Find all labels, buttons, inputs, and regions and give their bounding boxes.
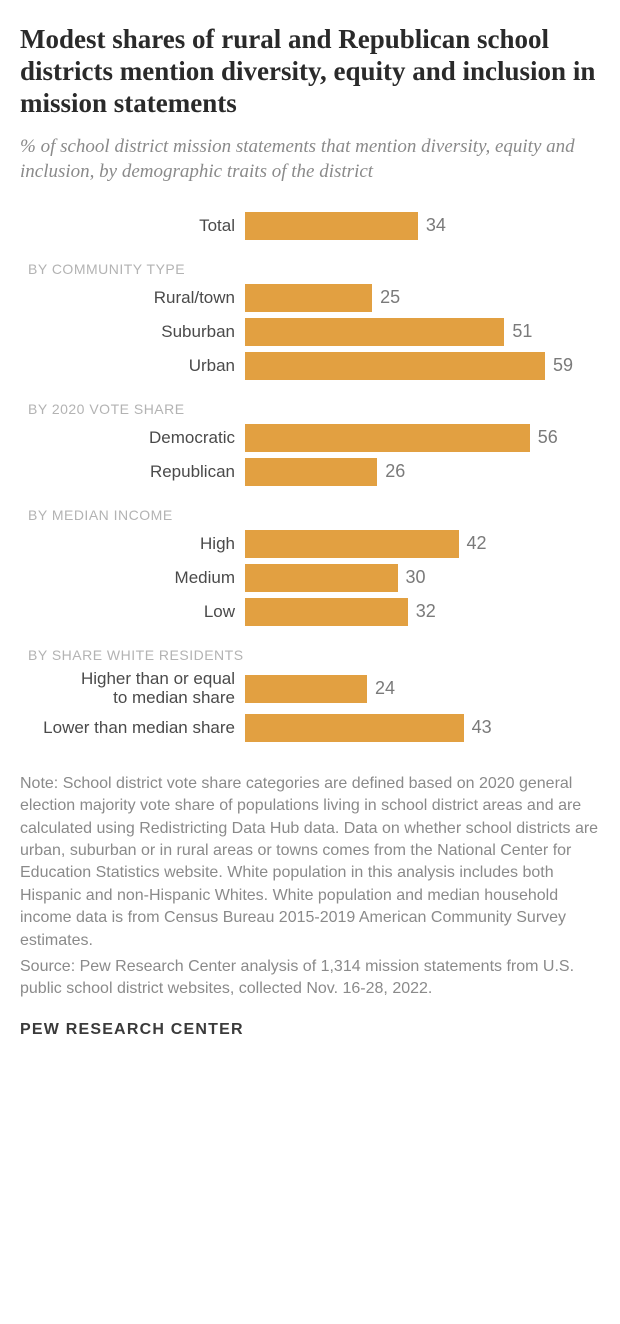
bar-row: Urban 59 xyxy=(20,349,600,383)
attribution: PEW RESEARCH CENTER xyxy=(20,1021,600,1039)
bar-label: Lower than median share xyxy=(20,719,245,738)
group-header: BY 2020 VOTE SHARE xyxy=(20,387,600,421)
bar-label: Rural/town xyxy=(20,289,245,308)
bar-area: 34 xyxy=(245,212,600,240)
bar-chart: Total 34 BY COMMUNITY TYPE Rural/town 25 Subu… xyxy=(20,209,600,745)
bar-row: Rural/town 25 xyxy=(20,281,600,315)
group-header: BY MEDIAN INCOME xyxy=(20,493,600,527)
bar-label: Republican xyxy=(20,463,245,482)
bar xyxy=(245,564,398,592)
bar-row: Higher than or equal to median share 24 xyxy=(20,667,600,711)
bar-value: 43 xyxy=(472,717,492,738)
bar-label: Democratic xyxy=(20,429,245,448)
bar-label: Suburban xyxy=(20,323,245,342)
bar-value: 26 xyxy=(385,461,405,482)
group-label: BY SHARE WHITE RESIDENTS xyxy=(20,647,245,663)
group-label: BY COMMUNITY TYPE xyxy=(20,261,245,277)
bar-area: 24 xyxy=(245,675,600,703)
bar-row: Suburban 51 xyxy=(20,315,600,349)
group-label: BY 2020 VOTE SHARE xyxy=(20,401,245,417)
bar-label: Higher than or equal to median share xyxy=(20,670,245,707)
bar-label: Low xyxy=(20,603,245,622)
bar xyxy=(245,318,504,346)
bar-value: 30 xyxy=(406,567,426,588)
group-header: BY COMMUNITY TYPE xyxy=(20,247,600,281)
bar-area: 26 xyxy=(245,458,600,486)
bar-value: 56 xyxy=(538,427,558,448)
bar-area: 59 xyxy=(245,352,600,380)
bar-value: 34 xyxy=(426,215,446,236)
bar xyxy=(245,675,367,703)
chart-source: Source: Pew Research Center analysis of … xyxy=(20,956,600,1001)
bar-area: 43 xyxy=(245,714,600,742)
bar-row: Democratic 56 xyxy=(20,421,600,455)
bar xyxy=(245,458,377,486)
bar-value: 32 xyxy=(416,601,436,622)
chart-subtitle: % of school district mission statements … xyxy=(20,134,600,185)
bar-area: 56 xyxy=(245,424,600,452)
bar-label: Urban xyxy=(20,357,245,376)
bar xyxy=(245,424,530,452)
bar-value: 51 xyxy=(512,321,532,342)
group-header: BY SHARE WHITE RESIDENTS xyxy=(20,633,600,667)
bar-label: High xyxy=(20,535,245,554)
bar-row: Medium 30 xyxy=(20,561,600,595)
bar xyxy=(245,530,459,558)
group-label: BY MEDIAN INCOME xyxy=(20,507,245,523)
bar-area: 30 xyxy=(245,564,600,592)
bar-area: 25 xyxy=(245,284,600,312)
bar-area: 32 xyxy=(245,598,600,626)
bar xyxy=(245,284,372,312)
bar-label: Total xyxy=(20,217,245,236)
bar-label: Medium xyxy=(20,569,245,588)
bar-row: Republican 26 xyxy=(20,455,600,489)
bar-row: High 42 xyxy=(20,527,600,561)
chart-note: Note: School district vote share categor… xyxy=(20,773,600,952)
bar-value: 25 xyxy=(380,287,400,308)
bar-area: 51 xyxy=(245,318,600,346)
bar-row: Total 34 xyxy=(20,209,600,243)
bar-row: Low 32 xyxy=(20,595,600,629)
bar-value: 42 xyxy=(467,533,487,554)
chart-title: Modest shares of rural and Republican sc… xyxy=(20,24,600,120)
bar-row: Lower than median share 43 xyxy=(20,711,600,745)
bar xyxy=(245,352,545,380)
bar-value: 24 xyxy=(375,678,395,699)
bar-area: 42 xyxy=(245,530,600,558)
bar xyxy=(245,598,408,626)
bar xyxy=(245,212,418,240)
bar xyxy=(245,714,464,742)
bar-value: 59 xyxy=(553,355,573,376)
